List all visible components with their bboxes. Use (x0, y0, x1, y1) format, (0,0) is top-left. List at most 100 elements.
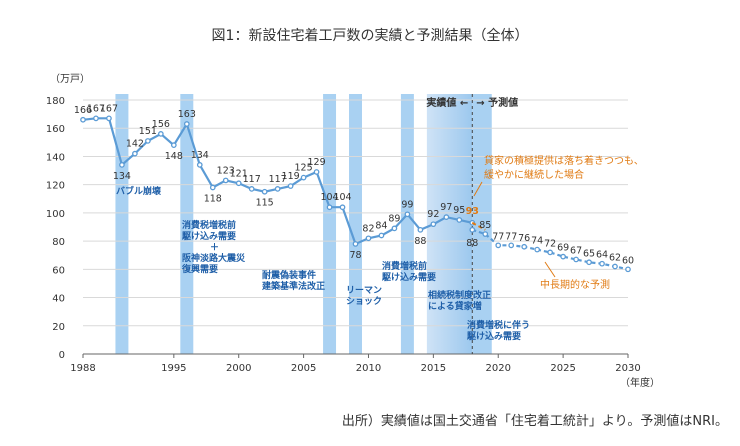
data-label: 77 (492, 231, 504, 242)
data-point (365, 235, 372, 242)
data-point (586, 259, 592, 266)
event-label: リーマン (346, 285, 382, 296)
data-label: 117 (269, 174, 287, 185)
data-label: 121 (230, 168, 248, 179)
data-label: 117 (243, 174, 261, 185)
data-point (183, 121, 190, 127)
x-tick-label: 2020 (486, 363, 511, 374)
data-label: 118 (204, 193, 222, 204)
data-point (560, 253, 566, 260)
data-point (612, 263, 618, 270)
data-label: 167 (87, 103, 105, 114)
event-band (180, 94, 194, 354)
data-point (352, 241, 359, 247)
data-point (222, 177, 229, 184)
data-label: 95 (453, 205, 465, 216)
data-label: 89 (388, 213, 400, 224)
data-label: 64 (596, 250, 608, 261)
event-label: 消費税増税前 (182, 219, 236, 231)
data-label: 142 (126, 139, 144, 150)
annotation-leader (544, 261, 556, 278)
x-tick-label: 2015 (421, 363, 446, 374)
data-label: 88 (414, 236, 426, 247)
data-label: 104 (333, 192, 351, 203)
event-band (400, 94, 414, 354)
axes: 0 20 40 60 80 100 120 140 160 180 1988 1995 2000 2005… (46, 73, 660, 389)
data-label: 104 (320, 192, 338, 203)
x-tick-label: 2025 (550, 363, 575, 374)
data-label: 119 (282, 171, 300, 182)
data-point (599, 260, 605, 267)
data-label: 125 (295, 163, 313, 174)
data-point (106, 115, 112, 122)
data-point (521, 243, 528, 250)
event-band (349, 94, 362, 354)
annotation-text: 中長期的な予測 (540, 278, 610, 291)
event-band (472, 94, 492, 354)
event-band (115, 94, 129, 354)
data-point (430, 221, 437, 228)
data-point (534, 246, 541, 253)
data-label: 78 (349, 250, 361, 261)
x-axis-label: （年度） (620, 376, 660, 389)
event-label: 阪神淡路大震災 (182, 252, 246, 264)
data-point (158, 131, 164, 137)
data-label: 123 (217, 165, 235, 176)
y-tick-label: 100 (46, 209, 65, 220)
data-point (417, 226, 424, 233)
data-point (625, 266, 631, 273)
data-label: 74 (531, 236, 543, 247)
divider-label-forecast: → 予測値 (476, 96, 518, 109)
data-point (287, 183, 294, 189)
data-point (573, 256, 579, 263)
data-point (391, 225, 398, 232)
event-band (323, 94, 337, 354)
event-labels: バブル崩壊消費税増税前駆け込み需要＋阪神淡路大震災復興需要耐震偽装事件建築基準法… (116, 185, 530, 342)
data-point (300, 174, 307, 181)
event-label: 建築基準法改正 (262, 280, 325, 292)
data-label: 72 (544, 238, 556, 249)
data-point (248, 186, 255, 192)
y-tick-label: 0 (59, 350, 65, 361)
event-label: ＋ (210, 242, 219, 253)
x-tick-label: 1995 (161, 363, 186, 374)
data-point (443, 214, 450, 220)
data-point (274, 186, 281, 192)
event-label: 消費増税に伴う (467, 319, 530, 331)
event-label: 相続税制度改正 (428, 289, 491, 301)
data-label: 88 (466, 238, 478, 249)
data-point (261, 188, 268, 195)
data-label: 77 (505, 231, 517, 242)
data-point (547, 249, 553, 256)
event-label: による貸家増 (428, 300, 482, 312)
data-point (326, 204, 333, 211)
data-point (80, 116, 86, 123)
data-point (145, 138, 151, 144)
event-bands (115, 94, 492, 354)
event-label: 駆け込み需要 (466, 330, 521, 342)
y-tick-label: 160 (46, 124, 65, 135)
data-label: 65 (583, 248, 595, 259)
y-tick-label: 120 (46, 181, 65, 192)
y-tick-label: 40 (52, 294, 65, 305)
data-label: 62 (609, 253, 621, 264)
data-label: 129 (308, 157, 326, 168)
event-label: 消費増税前 (382, 260, 427, 272)
data-point (482, 231, 489, 237)
x-tick-label: 2010 (356, 363, 381, 374)
x-tick-label: 2005 (291, 363, 316, 374)
data-label: 69 (557, 243, 569, 254)
event-label: 耐震偽装事件 (262, 269, 316, 281)
data-label: 97 (440, 202, 452, 213)
data-point (170, 142, 177, 149)
data-label: 134 (113, 171, 131, 182)
data-point (209, 184, 216, 191)
data-labels: 1661671671341421511561481631341181231211… (74, 103, 634, 266)
y-tick-label: 20 (52, 322, 65, 333)
data-point (469, 226, 476, 233)
data-label: 67 (570, 245, 582, 256)
data-point (456, 217, 463, 223)
x-tick-label: 1988 (70, 363, 95, 374)
